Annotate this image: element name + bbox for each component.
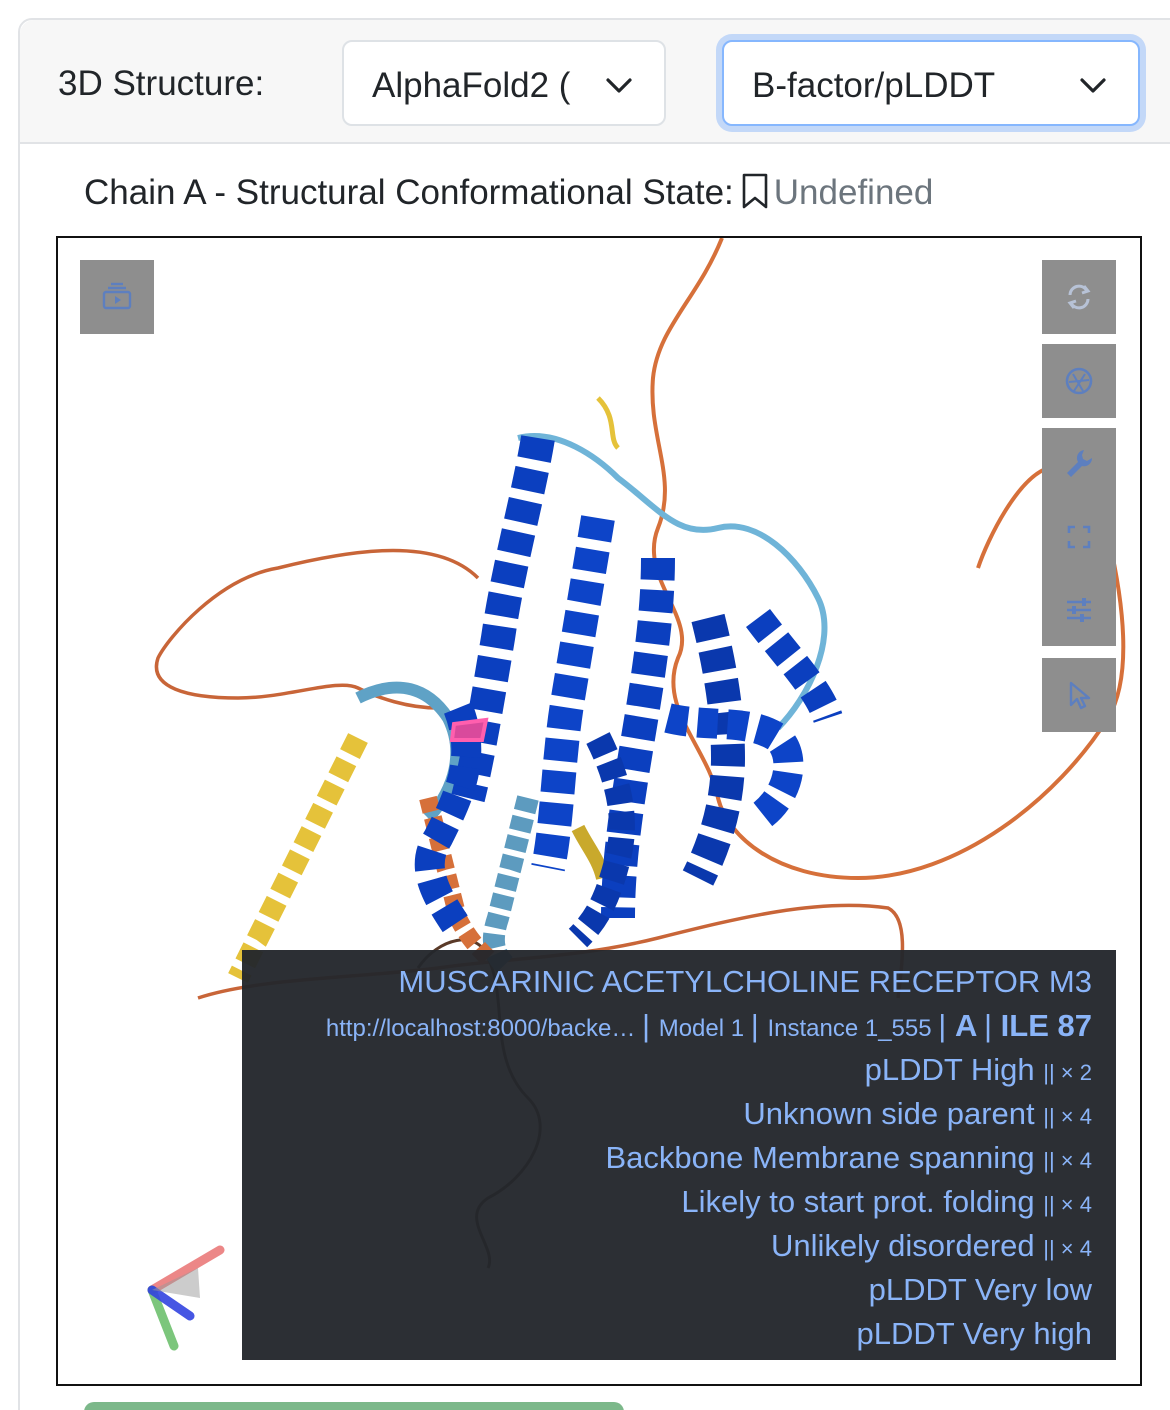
animation-icon [102,282,132,310]
residue-tooltip: MUSCARINIC ACETYLCHOLINE RECEPTOR M3 htt… [242,950,1116,1360]
selection-mode-button[interactable] [1042,658,1116,732]
structure-header: 3D Structure: AlphaFold2 ( B-factor/pLDD… [20,20,1170,144]
tooltip-line-label: Unknown side parent [743,1096,1035,1131]
bookmark-icon [742,173,768,209]
tooltip-line-label: Unlikely disordered [771,1228,1035,1263]
tooltip-line: Unlikely disordered || × 4 [242,1224,1092,1268]
screenshot-icon [1065,367,1093,395]
chevron-down-icon [606,78,632,93]
tooltip-line: Likely to start prot. folding || × 4 [242,1180,1092,1224]
fullscreen-icon[interactable] [1062,520,1096,554]
tooltip-line-label: Backbone Membrane spanning [605,1140,1035,1175]
tooltip-line: pLDDT Very high [242,1312,1093,1356]
tooltip-line-mult: || × 2 [1043,1060,1092,1085]
state-label: Chain A - Structural Conformational Stat… [84,173,734,212]
tooltip-line: pLDDT High || × 2 [242,1048,1092,1092]
tooltip-line: Unknown side parent || × 4 [242,1092,1092,1136]
tooltip-chain: A [954,1008,978,1043]
tooltip-line-label: pLDDT Very low [868,1272,1092,1307]
animation-button[interactable] [80,260,154,334]
structure-source-select[interactable]: AlphaFold2 ( [342,40,666,126]
progress-bar [84,1402,624,1410]
tooltip-line-label: pLDDT High [864,1052,1035,1087]
tooltip-title: MUSCARINIC ACETYLCHOLINE RECEPTOR M3 [398,964,1092,999]
tooltip-line: Backbone Membrane spanning || × 4 [242,1136,1093,1180]
tooltip-url: http://localhost:8000/backe… [325,1015,636,1042]
tooltip-line-mult: || × 4 [1043,1236,1092,1261]
tooltip-line-label: pLDDT Very high [856,1316,1093,1351]
coloring-select[interactable]: B-factor/pLDDT [722,40,1140,126]
coloring-value: B-factor/pLDDT [752,66,996,105]
structure-label: 3D Structure: [58,64,265,103]
tooltip-line-mult: || × 4 [1043,1148,1092,1173]
reset-camera-button[interactable] [1042,260,1116,334]
reset-camera-icon [1067,284,1091,310]
settings-sliders-icon[interactable] [1062,592,1096,626]
tooltip-line-label: Likely to start prot. folding [681,1184,1035,1219]
wrench-icon[interactable] [1062,446,1096,480]
tooltip-line-mult: || × 4 [1043,1192,1092,1217]
tooltip-model: Model 1 [658,1015,745,1042]
selection-cursor-icon [1069,681,1091,710]
tooltip-line: pLDDT Very low [242,1268,1092,1312]
chevron-down-icon [1080,78,1106,93]
tooltip-location: http://localhost:8000/backe… | Model 1 |… [325,1008,1092,1043]
structure-source-value: AlphaFold2 ( [372,66,571,105]
tooltip-residue: ILE 87 [1000,1008,1092,1043]
conformational-state: Chain A - Structural Conformational Stat… [84,172,933,213]
axes-indicator [147,1245,225,1351]
tooltip-line-mult: || × 4 [1043,1104,1092,1129]
tools-button-group [1042,428,1116,646]
tooltip-instance: Instance 1_555 [767,1015,932,1042]
protein-structure-render[interactable] [58,238,1142,1386]
state-value: Undefined [773,173,934,212]
molstar-viewer[interactable]: MUSCARINIC ACETYLCHOLINE RECEPTOR M3 htt… [56,236,1142,1386]
structure-panel: 3D Structure: AlphaFold2 ( B-factor/pLDD… [18,18,1170,1410]
screenshot-button[interactable] [1042,344,1116,418]
